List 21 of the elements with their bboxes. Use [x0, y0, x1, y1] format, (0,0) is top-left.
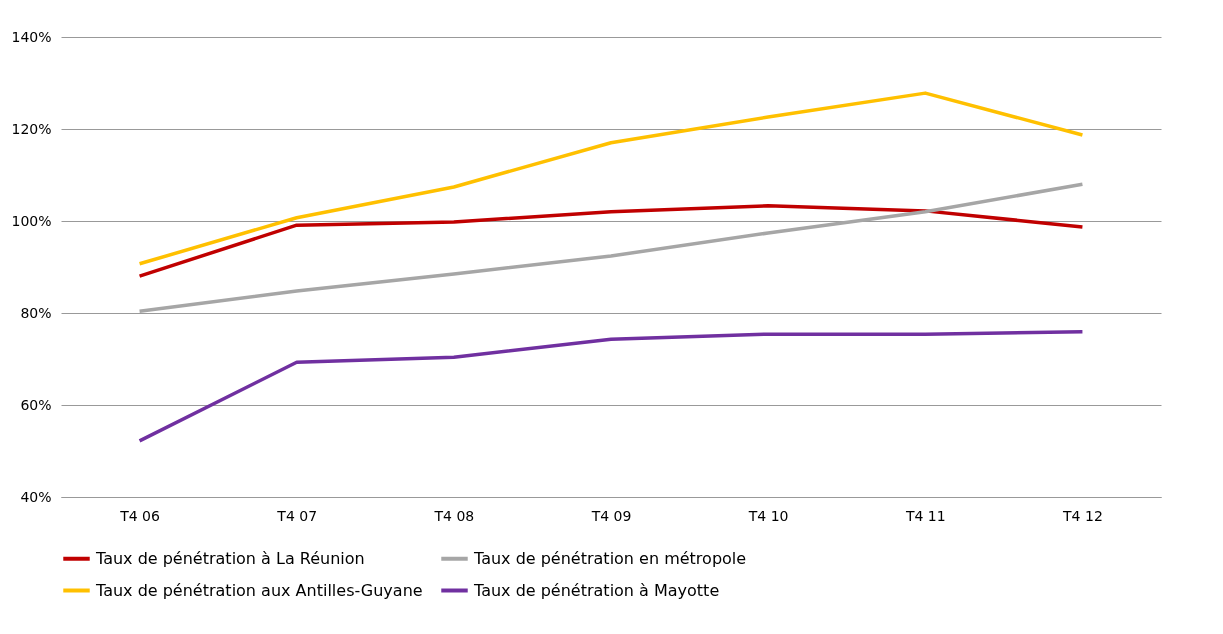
legend-label: Taux de pénétration à La Réunion [95, 548, 365, 568]
x-tick-label: T4 09 [590, 507, 632, 524]
x-tick-label: T4 07 [276, 507, 318, 524]
x-tick-label: T4 08 [433, 507, 475, 524]
x-tick-label: T4 06 [119, 507, 161, 524]
line-series [137, 182, 1085, 313]
line-series [137, 330, 1085, 443]
legend-label: Taux de pénétration à Mayotte [473, 580, 720, 600]
x-tick-label: T4 12 [1062, 507, 1103, 524]
x-tick-label: T4 11 [904, 507, 946, 524]
x-tick-label: T4 10 [747, 507, 789, 524]
line-series [137, 204, 1085, 278]
y-tick-label: 140% [11, 28, 52, 45]
line-series [137, 91, 1085, 266]
y-tick-label: 80% [20, 304, 52, 321]
y-tick-label: 40% [20, 488, 52, 505]
legend-label: Taux de pénétration aux Antilles-Guyane [95, 580, 423, 600]
y-tick-label: 120% [11, 120, 52, 137]
y-tick-label: 100% [11, 212, 52, 229]
legend-label: Taux de pénétration en métropole [473, 548, 747, 568]
y-tick-label: 60% [20, 396, 52, 413]
